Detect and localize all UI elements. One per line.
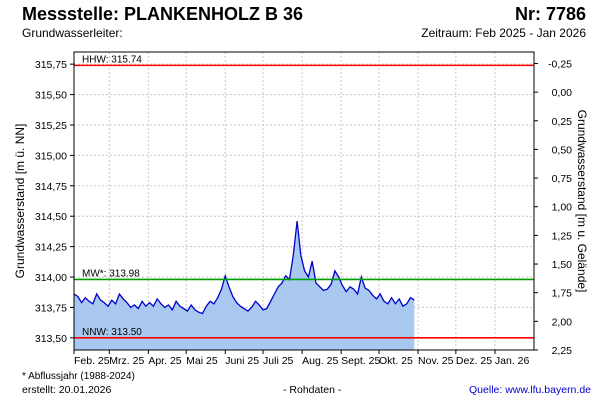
station-number: Nr: 7786 <box>514 4 586 24</box>
series-layer <box>73 221 415 350</box>
y-tick-label: 313,75 <box>35 302 67 314</box>
y-tick-label-right: 0,00 <box>552 87 573 99</box>
created-date: erstellt: 20.01.2026 <box>22 384 112 396</box>
x-tick-label: Jan. 26 <box>495 355 530 367</box>
x-tick-label: Sept. 25 <box>341 355 380 367</box>
x-tick-label: Juni 25 <box>225 355 259 367</box>
y-axis-title-right: Grundwasserstand [m u. Gelände] <box>575 110 589 293</box>
source-link[interactable]: Quelle: www.lfu.bayern.de <box>469 384 591 396</box>
y-tick-label-right: 2,25 <box>552 345 573 357</box>
y-tick-label-right: 1,75 <box>552 288 573 300</box>
footnote: * Abflussjahr (1988-2024) <box>22 371 135 382</box>
x-tick-label: Feb. 25 <box>74 355 110 367</box>
x-tick-label: Mrz. 25 <box>109 355 144 367</box>
y-tick-label-right: 0,25 <box>552 116 573 128</box>
y-tick-label-right: 0,50 <box>552 144 573 156</box>
y-tick-label: 315,25 <box>35 120 67 132</box>
aquifer-label: Grundwasserleiter: <box>22 26 123 40</box>
y-tick-label: 315,75 <box>35 59 67 71</box>
x-tick-label: Juli 25 <box>263 355 294 367</box>
series-area <box>74 221 415 350</box>
x-tick-label: Apr. 25 <box>148 355 181 367</box>
mw-label: MW*: 313.98 <box>82 268 140 279</box>
y-tick-label-right: -0,25 <box>548 58 572 70</box>
y-tick-label-right: 2,00 <box>552 316 573 328</box>
y-tick-label: 315,50 <box>35 90 67 102</box>
reference-lines: HHW: 315.74 MW*: 313.98 NNW: 313.50 <box>74 54 534 339</box>
y-tick-label-right: 1,25 <box>552 230 573 242</box>
x-tick-label: Aug. 25 <box>302 355 338 367</box>
raw-data-note: - Rohdaten - <box>283 384 342 396</box>
y-tick-label: 315,00 <box>35 150 67 162</box>
x-tick-label: Mai 25 <box>186 355 218 367</box>
series-line <box>73 221 415 315</box>
y-tick-label: 314,50 <box>35 211 67 223</box>
x-tick-label: Okt. 25 <box>379 355 413 367</box>
y-tick-label: 314,25 <box>35 242 67 254</box>
x-tick-label: Nov. 25 <box>418 355 454 367</box>
nnw-label: NNW: 313.50 <box>82 327 142 338</box>
plot-frame <box>73 51 535 351</box>
x-tick-label: Dez. 25 <box>456 355 492 367</box>
y-axis-title: Grundwasserstand [m ü. NN] <box>13 124 27 279</box>
hhw-label: HHW: 315.74 <box>82 54 142 65</box>
y-tick-label: 314,00 <box>35 272 67 284</box>
axes: 315,75 315,50 315,25 315,00 314,75 314,50 314,… <box>13 51 589 367</box>
y-tick-label-right: 1,00 <box>552 202 573 214</box>
y-tick-label: 313,50 <box>35 333 67 345</box>
y-tick-label-right: 0,75 <box>552 173 573 185</box>
period-label: Zeitraum: Feb 2025 - Jan 2026 <box>421 26 586 40</box>
station-title: Messstelle: PLANKENHOLZ B 36 <box>22 4 304 24</box>
y-tick-label-right: 1,50 <box>552 259 573 271</box>
y-tick-label: 314,75 <box>35 181 67 193</box>
